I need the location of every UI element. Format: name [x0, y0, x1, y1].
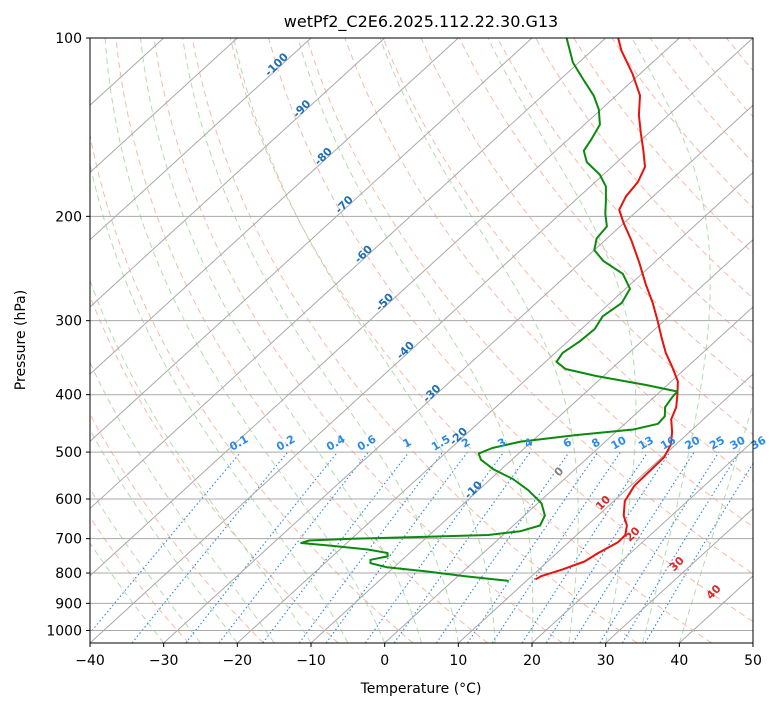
- y-tick-label: 500: [55, 445, 82, 461]
- mixing-ratio-line: [262, 451, 410, 643]
- isotherm-line: [90, 38, 607, 510]
- x-tick-label: 50: [744, 653, 762, 669]
- isotherm-line: [90, 38, 386, 308]
- plot-area: [90, 38, 753, 643]
- y-axis-label: Pressure (hPa): [13, 290, 29, 390]
- mixing-ratio-line: [325, 451, 468, 643]
- dry-adiabat: [90, 132, 414, 643]
- mixing-ratio-line: [364, 451, 505, 643]
- isotherm-line: [605, 507, 753, 643]
- moist-adiabat: [90, 542, 165, 643]
- x-tick-label: −10: [296, 653, 326, 669]
- isotherm-line: [90, 38, 238, 174]
- moist-adiabat: [678, 402, 753, 643]
- y-tick-label: 1000: [46, 623, 82, 639]
- isotherm-line: [310, 238, 753, 643]
- moist-adiabat: [90, 161, 349, 643]
- isotherm-line: [384, 306, 753, 643]
- axes: −40 −30 −20 −10 0 10 20 30 40 50 100 200 300 400 500 60…: [46, 31, 762, 669]
- isotherm-line: [90, 38, 312, 241]
- moist-adiabat: [104, 38, 386, 643]
- moist-adiabat: [233, 38, 496, 643]
- mixing-ratio-line: [90, 451, 242, 634]
- mixing-ratio-line: [131, 451, 289, 643]
- x-tick-label: −20: [223, 653, 253, 669]
- temperature-line: [534, 38, 679, 581]
- dry-adiabat: [496, 38, 753, 345]
- mixing-ratio-line: [298, 451, 444, 643]
- isotherm-line: [531, 440, 753, 643]
- x-axis-label: Temperature (°C): [360, 681, 482, 697]
- dry-adiabat: [115, 38, 488, 643]
- mixing-ratio-line: [545, 451, 671, 643]
- x-tick-label: 40: [670, 653, 688, 669]
- isotherm-line: [457, 373, 753, 643]
- moist-adiabat: [182, 38, 459, 643]
- x-tick-label: 20: [523, 653, 541, 669]
- x-tick-label: −40: [75, 653, 105, 669]
- isotherm-line: [163, 104, 753, 643]
- moist-adiabat: [140, 38, 422, 643]
- x-tick-label: 10: [449, 653, 467, 669]
- mixing-ratio-line: [467, 451, 599, 643]
- mixing-ratio-line: [185, 451, 339, 643]
- x-tick-label: 30: [597, 653, 615, 669]
- moist-adiabat: [90, 361, 275, 643]
- isotherm-line: [90, 38, 533, 443]
- y-tick-label: 800: [55, 566, 82, 582]
- isotherm-line: [90, 38, 680, 577]
- dry-adiabat: [191, 38, 638, 643]
- moist-adiabat: [90, 428, 238, 643]
- mixing-ratio-line: [621, 451, 740, 643]
- moist-adiabat: [297, 38, 534, 643]
- y-tick-label: 700: [55, 532, 82, 548]
- mixing-ratio-line: [491, 451, 621, 643]
- isotherm-line: [90, 38, 459, 375]
- y-tick-label: 900: [55, 596, 82, 612]
- mixing-ratio-line: [435, 451, 570, 643]
- y-tick-label: 400: [55, 388, 82, 404]
- moist-adiabat: [631, 38, 711, 643]
- profile-lines: [300, 38, 679, 582]
- y-tick-label: 100: [55, 31, 82, 47]
- dry-adiabat: [90, 413, 264, 643]
- isotherm-line: [236, 171, 753, 643]
- dry-adiabat: [268, 38, 753, 623]
- moist-adiabat: [379, 38, 579, 643]
- x-tick-label: 0: [380, 653, 389, 669]
- dewpoint-line: [300, 38, 679, 582]
- y-tick-label: 300: [55, 314, 82, 330]
- dry-adiabat: [535, 38, 753, 299]
- dry-adiabat: [90, 516, 190, 643]
- dry-adiabat: [153, 38, 563, 643]
- mixing-ratio-line: [572, 451, 695, 643]
- chart-title: wetPf2_C2E6.2025.112.22.30.G13: [284, 12, 558, 32]
- y-tick-label: 200: [55, 209, 82, 225]
- x-tick-label: −30: [149, 653, 179, 669]
- plot-frame: [89, 37, 754, 644]
- dry-adiabat: [382, 38, 753, 482]
- y-tick-label: 600: [55, 492, 82, 508]
- moist-adiabat: [90, 488, 201, 643]
- dry-adiabat: [306, 38, 753, 575]
- moist-adiabat: [487, 38, 637, 643]
